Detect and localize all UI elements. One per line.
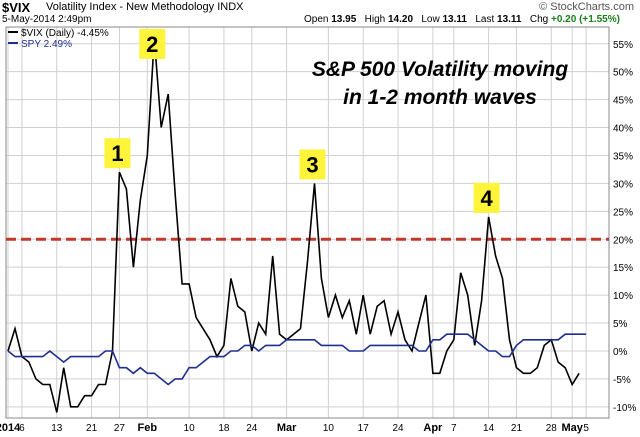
y-tick-label: 10% (613, 291, 633, 302)
x-tick-label: 24 (246, 423, 258, 434)
x-tick-label: 28 (546, 423, 558, 434)
y-tick-label: 5% (613, 319, 628, 330)
exchange: INDX (217, 1, 244, 13)
x-tick-label: 27 (114, 423, 126, 434)
x-tick-label: 21 (86, 423, 98, 434)
x-tick-label: Apr (423, 422, 443, 434)
last-value: 13.11 (497, 14, 522, 25)
y-tick-label: 40% (613, 124, 633, 135)
callout-box (104, 138, 131, 169)
open-label: Open (304, 14, 329, 25)
low-label: Low (421, 14, 440, 25)
legend: $VIX (Daily) -4.45% SPY 2.49% (8, 28, 109, 50)
x-tick-label: May (561, 422, 583, 434)
high-label: High (364, 14, 386, 25)
chart-title-line-1: S&P 500 Volatility moving (312, 58, 569, 81)
x-tick-label: Mar (277, 422, 297, 434)
x-tick-label: 13 (51, 423, 63, 434)
callout-box (473, 182, 500, 213)
chart-title: S&P 500 Volatility moving in 1-2 month w… (312, 58, 569, 109)
y-axis: -10% -5% 0% 5% 10% 15% 20% 25% 30% 35% 40% 45% 50% 55… (613, 40, 636, 414)
y-tick-label: 35% (613, 151, 633, 162)
x-axis: 20146 13 21 27 Feb 10 18 24 Mar 10 17 24 Apr 7 14 21 28M… (0, 422, 589, 434)
chart-title-line-2: in 1-2 month waves (343, 86, 537, 109)
quote-line: Open 13.95 High 14.20 Low 13.11 Last 13.… (304, 14, 620, 25)
callout-label: 3 (306, 152, 318, 177)
x-tick-label: 14 (483, 423, 495, 434)
y-tick-label: 45% (613, 96, 633, 107)
legend-label-spy: SPY 2.49% (21, 39, 72, 50)
callout-label: 2 (146, 32, 158, 57)
x-tick-label: 2014 (0, 422, 21, 434)
plot-frame (5, 26, 610, 419)
x-tick-label: 5 (583, 423, 589, 434)
last-label: Last (475, 14, 495, 25)
x-tick-label: 6 (19, 423, 25, 434)
y-tick-label: 20% (613, 235, 633, 246)
y-tick-label: 30% (613, 179, 633, 190)
description-text: Volatility Index - New Methodology (46, 1, 215, 13)
spy-line (7, 333, 587, 386)
vix-line (7, 38, 580, 413)
chg-label: Chg (529, 14, 549, 25)
x-tick-label: 10 (323, 423, 335, 434)
x-tick-label: 10 (184, 423, 196, 434)
x-tick-label: 7 (451, 423, 457, 434)
callout-label: 4 (480, 186, 493, 211)
wave-callouts: 1 2 3 4 (104, 29, 500, 213)
chg-value: +0.20 (+1.55%) (550, 14, 620, 25)
chart-header: $VIX Volatility Index - New Methodology … (0, 0, 640, 26)
open-value: 13.95 (331, 14, 357, 25)
y-tick-label: 50% (613, 68, 633, 79)
high-value: 14.20 (387, 14, 414, 25)
callout-label: 1 (111, 141, 123, 166)
x-tick-label: 18 (218, 423, 230, 434)
description: Volatility Index - New Methodology INDX (46, 1, 244, 13)
y-tick-label: -5% (613, 375, 631, 386)
callout-box (299, 149, 326, 180)
y-tick-label: 15% (613, 263, 633, 274)
y-tick-label: 0% (613, 347, 628, 358)
x-tick-label: 21 (511, 423, 523, 434)
y-tick-label: 25% (613, 207, 633, 218)
y-tick-label: -10% (613, 403, 636, 414)
symbol: $VIX (2, 0, 31, 15)
x-tick-label: 24 (392, 423, 404, 434)
x-tick-label: 17 (358, 423, 370, 434)
y-tick-label: 55% (613, 40, 633, 51)
callout-box (139, 29, 166, 59)
legend-label-vix: $VIX (Daily) -4.45% (21, 28, 109, 39)
x-tick-label: Feb (138, 422, 158, 434)
date-stamp: 5-May-2014 2:49pm (2, 14, 92, 25)
low-value: 13.11 (442, 14, 467, 25)
brand-watermark: © StockCharts.com (539, 1, 634, 13)
